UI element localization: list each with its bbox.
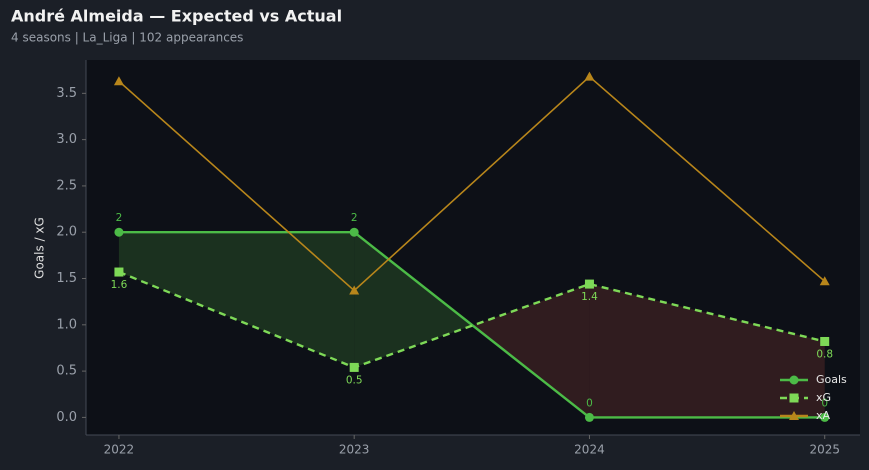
data-label: 1.4 [581, 291, 598, 303]
y-tick-label: 2.5 [56, 178, 77, 193]
y-tick-label: 1.0 [56, 317, 77, 332]
x-tick-label: 2023 [339, 443, 370, 457]
area-fill [589, 284, 825, 418]
y-tick-label: 3.0 [56, 132, 77, 147]
data-label: 2 [351, 212, 358, 224]
data-label: 2 [116, 212, 123, 224]
marker [349, 362, 359, 372]
legend-label: xA [816, 409, 831, 422]
y-tick-label: 1.5 [56, 271, 77, 286]
marker [349, 285, 360, 295]
marker [584, 279, 594, 289]
data-label: 0.8 [816, 348, 833, 360]
series-line [118, 75, 826, 292]
x-tick-label: 2025 [809, 443, 840, 457]
data-label: 0 [586, 397, 593, 409]
y-axis-label: Goals / xG [33, 217, 47, 279]
marker [584, 71, 595, 81]
data-label: 0.5 [346, 374, 363, 386]
y-tick-label: 0.0 [56, 410, 77, 425]
y-tick-label: 3.5 [56, 86, 77, 101]
marker [114, 227, 124, 237]
legend-label: Goals [816, 373, 847, 386]
legend-marker [789, 393, 799, 403]
legend-label: xG [816, 391, 831, 404]
x-tick-label: 2024 [574, 443, 605, 457]
area-fill [118, 232, 355, 368]
marker [820, 336, 830, 346]
chart-title: André Almeida — Expected vs Actual [11, 7, 342, 26]
y-tick-label: 0.5 [56, 364, 77, 379]
data-label: 1.6 [111, 279, 128, 291]
marker [820, 412, 830, 422]
series-line [118, 270, 825, 369]
legend-marker [789, 375, 799, 385]
y-tick-label: 2.0 [56, 225, 77, 240]
marker [113, 76, 124, 86]
marker [349, 227, 359, 237]
area-fill [354, 232, 473, 368]
area-fill [472, 284, 590, 418]
data-label: 0 [821, 397, 828, 409]
chart-subtitle: 4 seasons | La_Liga | 102 appearances [11, 31, 243, 45]
legend-marker [789, 411, 799, 420]
x-tick-label: 2022 [104, 443, 135, 457]
marker [584, 412, 594, 422]
marker [819, 276, 830, 286]
marker [114, 267, 124, 277]
